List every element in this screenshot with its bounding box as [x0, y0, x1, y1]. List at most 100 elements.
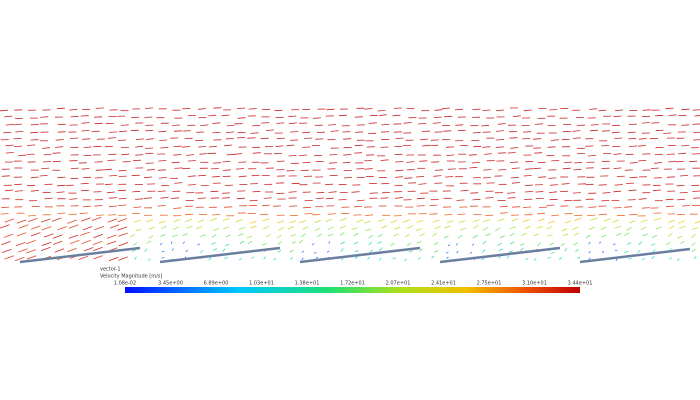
vector [78, 255, 89, 260]
vector [499, 235, 506, 239]
vector [499, 205, 508, 208]
vector [238, 161, 247, 163]
vector [157, 169, 167, 171]
vector [613, 115, 622, 118]
vector [55, 139, 64, 141]
vector [265, 129, 274, 131]
vector [104, 183, 113, 186]
vector [173, 207, 182, 209]
vector [416, 197, 425, 200]
vector [131, 116, 140, 119]
vector [93, 255, 103, 260]
vector [367, 256, 371, 260]
vector [277, 249, 282, 253]
vector [78, 162, 87, 164]
vector [377, 241, 382, 244]
vector [547, 256, 552, 259]
vector [118, 256, 128, 261]
vector [691, 248, 696, 253]
vector [380, 197, 389, 199]
vector [377, 218, 385, 222]
vector [80, 231, 90, 236]
vector [0, 224, 10, 229]
vector [415, 228, 423, 231]
vector [537, 218, 545, 222]
vector [57, 226, 67, 231]
vector [434, 250, 438, 253]
vector [655, 226, 662, 230]
vector [638, 241, 643, 246]
vector [185, 218, 193, 223]
vector [278, 226, 285, 231]
vector [158, 160, 167, 162]
vector [535, 191, 544, 193]
vector [40, 246, 51, 252]
vector [57, 131, 66, 133]
vector [30, 131, 39, 134]
vector [521, 232, 527, 236]
vector [418, 123, 427, 125]
vector [351, 227, 358, 230]
vector [653, 217, 662, 221]
vector [212, 132, 221, 134]
vector [395, 169, 404, 172]
vector [497, 218, 505, 222]
vector [429, 204, 438, 206]
vector [598, 109, 607, 112]
vector [550, 139, 559, 141]
vector [434, 169, 443, 171]
vector [642, 109, 651, 111]
vector [494, 227, 501, 232]
vector [651, 243, 656, 247]
vector [160, 233, 166, 237]
colorbar-label: 2.75e+01 [477, 281, 502, 287]
vector [0, 213, 9, 215]
vector [182, 241, 186, 244]
vector [30, 232, 41, 237]
vector [328, 241, 331, 244]
vector [393, 233, 399, 237]
vector [325, 218, 333, 222]
vector [106, 240, 117, 245]
vector [628, 220, 636, 224]
vector [119, 130, 128, 133]
vector [106, 234, 117, 239]
vector [546, 204, 555, 206]
vector [524, 225, 531, 230]
vector [652, 249, 656, 253]
vector [342, 161, 351, 164]
vector [365, 228, 372, 232]
vector [497, 123, 506, 125]
vector [108, 214, 117, 216]
vector [419, 160, 428, 162]
vector [564, 220, 572, 224]
vector [4, 218, 15, 223]
vector [26, 249, 36, 254]
vector [212, 122, 221, 124]
vector [456, 242, 458, 246]
vector [600, 226, 607, 231]
vector [628, 189, 637, 192]
vector [472, 198, 481, 201]
vector [313, 252, 317, 254]
vector [369, 249, 374, 253]
vector [637, 145, 647, 147]
vector [109, 175, 118, 177]
vector [277, 240, 282, 245]
vector [263, 256, 267, 260]
vector [265, 233, 271, 238]
vector [691, 153, 700, 155]
vector [642, 233, 648, 237]
vector [94, 226, 104, 231]
vector [42, 147, 51, 149]
vector [377, 233, 383, 238]
vector [95, 169, 104, 171]
vector [107, 218, 118, 223]
vector [390, 242, 395, 247]
vector [444, 214, 453, 216]
vector [379, 257, 382, 261]
vector [132, 190, 141, 193]
vector [676, 198, 685, 201]
vector [572, 192, 581, 194]
vector [484, 153, 493, 155]
